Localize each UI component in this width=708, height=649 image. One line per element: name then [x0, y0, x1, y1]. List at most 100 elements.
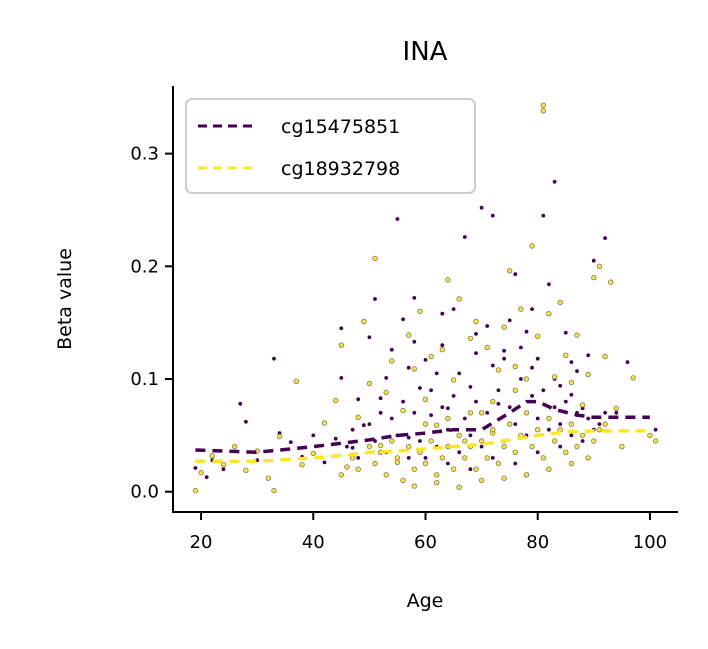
point-cg15475851	[467, 466, 474, 472]
point-cg18932798	[529, 443, 535, 450]
point-cg18932798	[450, 466, 457, 472]
point-cg18932798	[507, 268, 513, 274]
point-cg18932798	[428, 353, 434, 360]
point-cg18932798	[406, 332, 412, 338]
point-cg18932798	[265, 475, 272, 481]
point-cg18932798	[484, 344, 490, 351]
point-cg18932798	[422, 460, 429, 467]
point-cg18932798	[434, 422, 440, 428]
point-cg15475851	[243, 419, 249, 425]
point-cg15475851	[288, 439, 294, 445]
y-tick-label: 0.1	[130, 369, 159, 390]
point-cg18932798	[512, 387, 518, 393]
point-cg15475851	[366, 334, 373, 340]
point-cg18932798	[456, 432, 462, 439]
point-cg15475851	[411, 339, 417, 345]
point-cg18932798	[355, 466, 361, 472]
point-cg18932798	[406, 443, 412, 450]
point-cg18932798	[389, 438, 395, 444]
point-cg15475851	[377, 410, 384, 416]
point-cg15475851	[406, 434, 412, 441]
point-cg18932798	[568, 421, 575, 427]
point-cg15475851	[529, 365, 535, 371]
point-cg15475851	[422, 455, 429, 461]
point-cg15475851	[473, 331, 479, 337]
point-cg18932798	[299, 462, 305, 468]
point-cg15475851	[400, 398, 406, 405]
point-cg15475851	[512, 421, 518, 427]
point-cg18932798	[394, 455, 401, 461]
point-cg18932798	[608, 279, 614, 285]
point-cg18932798	[495, 367, 502, 373]
point-cg15475851	[361, 422, 367, 428]
point-cg18932798	[434, 472, 440, 478]
point-cg15475851	[523, 329, 530, 335]
point-cg15475851	[456, 449, 462, 455]
point-cg18932798	[411, 366, 417, 372]
point-cg18932798	[417, 308, 423, 315]
point-cg18932798	[546, 466, 552, 472]
point-cg18932798	[456, 484, 462, 490]
point-cg15475851	[563, 330, 569, 336]
point-cg15475851	[445, 405, 451, 411]
point-cg15475851	[579, 438, 586, 444]
point-cg18932798	[333, 397, 339, 404]
point-cg15475851	[602, 410, 608, 416]
trend-line-cg15475851	[195, 399, 650, 455]
point-cg15475851	[338, 325, 344, 331]
point-cg18932798	[551, 374, 558, 380]
point-cg18932798	[568, 379, 575, 386]
point-cg15475851	[568, 392, 575, 398]
point-cg18932798	[563, 449, 569, 455]
point-cg18932798	[652, 438, 659, 444]
point-cg18932798	[546, 415, 552, 422]
point-cg15475851	[478, 443, 485, 450]
point-cg15475851	[366, 421, 373, 427]
point-cg18932798	[501, 443, 507, 450]
point-cg15475851	[411, 410, 417, 416]
point-cg15475851	[557, 421, 563, 427]
point-cg18932798	[574, 332, 580, 338]
point-cg18932798	[231, 443, 238, 450]
point-cg18932798	[613, 405, 619, 411]
point-cg18932798	[602, 353, 608, 360]
point-cg15475851	[624, 359, 631, 365]
point-cg18932798	[596, 263, 603, 269]
point-cg15475851	[535, 415, 541, 422]
point-cg18932798	[596, 427, 603, 433]
legend-label-cg15475851: cg15475851	[281, 116, 400, 138]
point-cg18932798	[400, 407, 406, 414]
point-cg15475851	[439, 342, 445, 348]
point-cg18932798	[478, 477, 485, 484]
point-cg18932798	[361, 318, 367, 325]
point-cg18932798	[422, 421, 429, 427]
point-cg15475851	[406, 365, 412, 371]
point-cg18932798	[535, 333, 541, 339]
point-cg15475851	[535, 356, 541, 362]
point-cg15475851	[321, 459, 328, 466]
point-cg18932798	[422, 396, 429, 402]
point-cg18932798	[411, 483, 417, 489]
point-cg18932798	[383, 389, 389, 396]
point-cg15475851	[428, 412, 434, 418]
point-cg15475851	[518, 344, 524, 351]
point-cg18932798	[591, 438, 597, 444]
point-cg15475851	[333, 436, 339, 442]
point-cg18932798	[321, 420, 328, 426]
x-tick-label: 40	[302, 532, 325, 553]
point-cg15475851	[507, 404, 513, 410]
point-cg18932798	[478, 410, 485, 416]
point-cg18932798	[574, 443, 580, 450]
point-cg18932798	[579, 432, 586, 439]
point-cg18932798	[546, 311, 552, 317]
point-cg15475851	[456, 370, 462, 377]
point-cg18932798	[495, 460, 502, 467]
point-cg15475851	[652, 427, 659, 433]
point-cg18932798	[523, 376, 530, 382]
point-cg18932798	[198, 469, 204, 476]
point-cg15475851	[478, 204, 485, 211]
point-cg18932798	[372, 255, 378, 262]
point-cg18932798	[220, 462, 227, 468]
legend-frame	[185, 98, 476, 194]
trend-layer	[195, 399, 650, 464]
